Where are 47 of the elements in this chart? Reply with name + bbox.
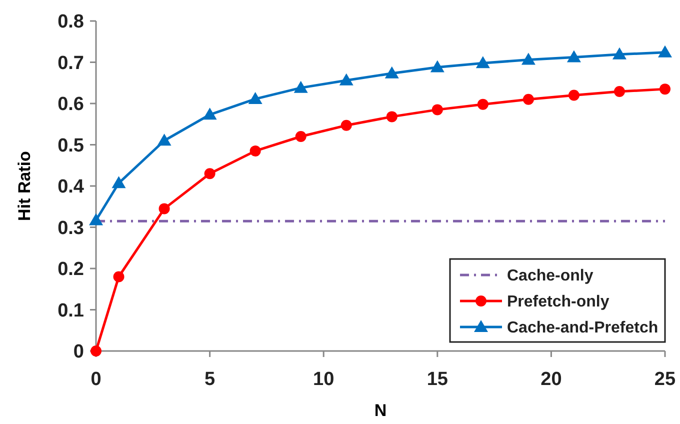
point xyxy=(384,66,399,78)
x-tick-label: 20 xyxy=(540,369,562,390)
point xyxy=(294,80,308,93)
x-tick-label: 0 xyxy=(90,369,102,390)
point xyxy=(568,90,580,101)
legend-label: Cache-only xyxy=(507,268,594,285)
y-tick-label: 0.1 xyxy=(58,300,84,322)
point xyxy=(340,120,352,131)
y-tick-label: 0.8 xyxy=(58,12,84,33)
point xyxy=(339,73,354,86)
point xyxy=(432,104,443,116)
x-tick-label: 15 xyxy=(426,369,448,390)
point xyxy=(157,134,172,146)
point xyxy=(89,213,103,226)
y-axis-title: Hit Ratio xyxy=(15,151,34,221)
point xyxy=(430,60,444,72)
point xyxy=(386,111,398,122)
y-tick-label: 0.4 xyxy=(58,176,84,198)
point xyxy=(477,98,488,110)
point xyxy=(202,108,217,120)
x-tick-label: 25 xyxy=(654,369,676,390)
point xyxy=(113,271,124,282)
point xyxy=(522,94,534,105)
point xyxy=(204,168,216,180)
y-tick-label: 0 xyxy=(73,342,84,363)
y-tick-label: 0.7 xyxy=(58,52,84,74)
point xyxy=(660,84,670,95)
point xyxy=(658,45,672,58)
y-tick-label: 0.2 xyxy=(58,259,84,280)
point xyxy=(250,145,261,156)
point xyxy=(612,47,626,60)
point xyxy=(248,92,262,104)
point xyxy=(521,52,536,65)
x-tick-label: 10 xyxy=(313,369,334,390)
legend-label: Prefetch-only xyxy=(507,294,610,311)
point xyxy=(112,176,126,188)
x-axis-title: N xyxy=(374,401,387,420)
y-tick-label: 0.3 xyxy=(58,218,84,239)
point xyxy=(614,86,625,98)
y-tick-label: 0.6 xyxy=(58,94,84,116)
y-tick-label: 0.5 xyxy=(58,135,84,156)
point xyxy=(295,131,306,142)
point xyxy=(158,203,170,214)
point xyxy=(476,56,490,68)
x-tick-label: 5 xyxy=(204,369,216,390)
point xyxy=(566,50,581,62)
legend-label: Cache-and-Prefetch xyxy=(507,320,658,337)
